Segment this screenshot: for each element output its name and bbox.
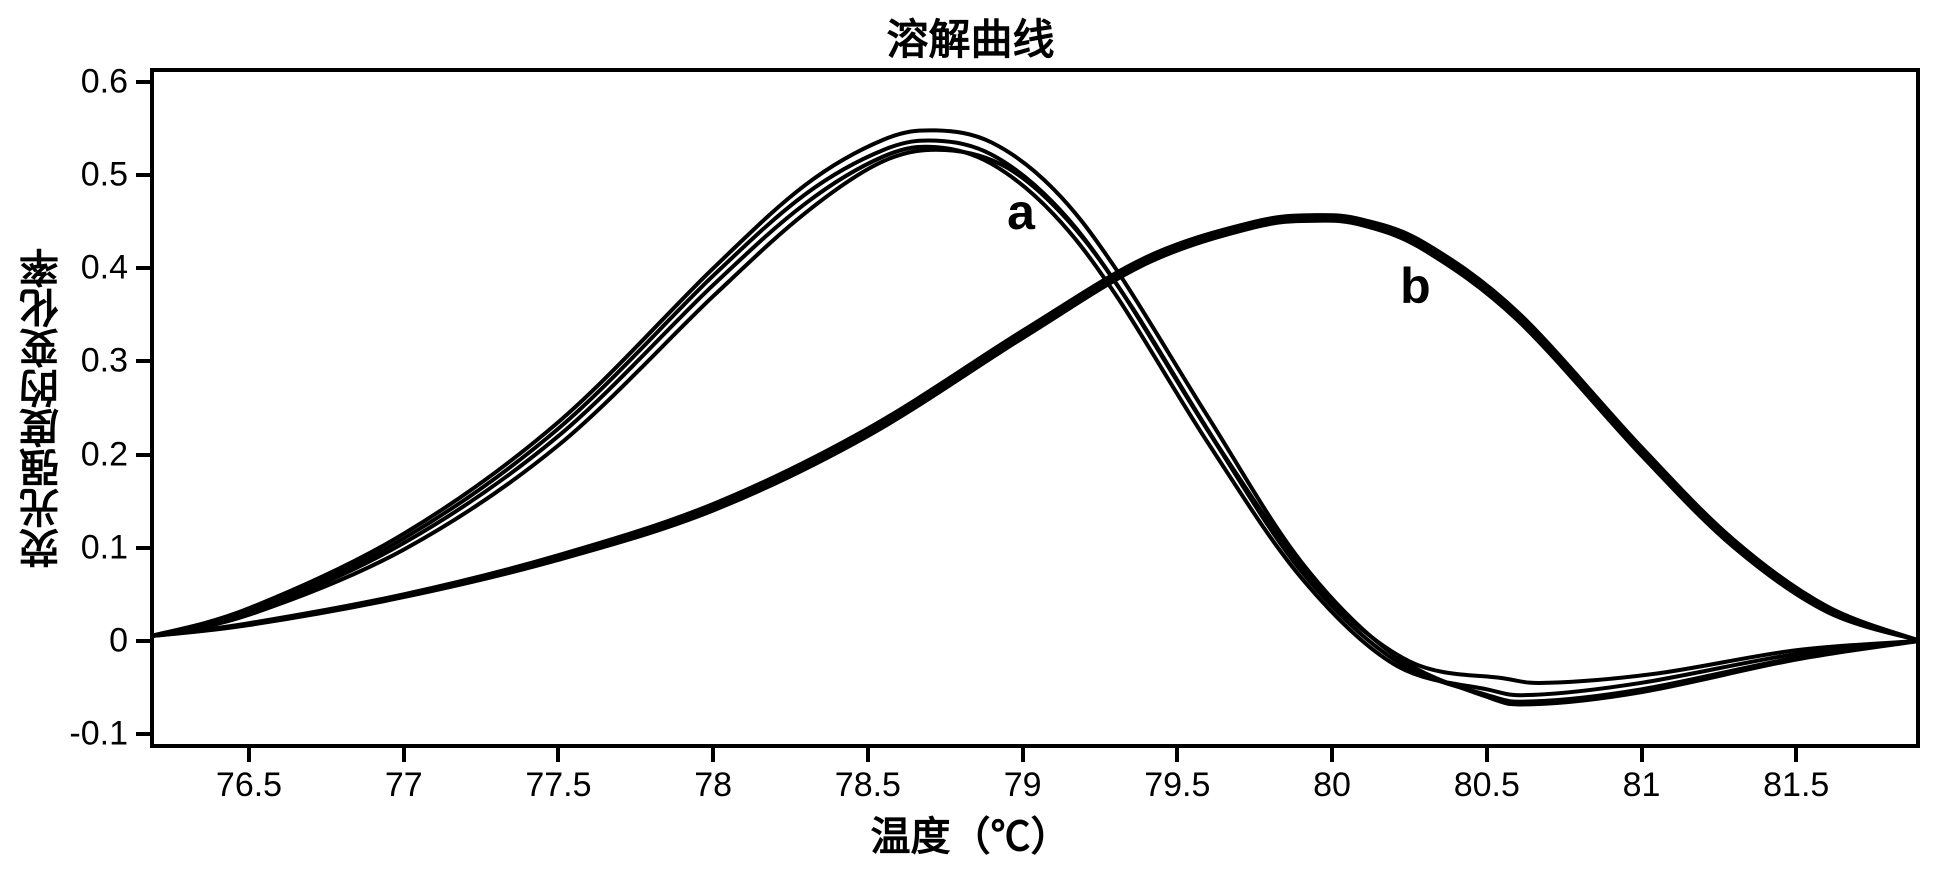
xtick-label: 81.5 xyxy=(1763,766,1829,805)
curves-svg xyxy=(0,0,1941,873)
xtick-label: 78.5 xyxy=(835,766,901,805)
xtick xyxy=(1330,748,1334,762)
ytick xyxy=(136,639,150,643)
xtick xyxy=(556,748,560,762)
series-label-a: a xyxy=(1007,183,1035,241)
xtick xyxy=(711,748,715,762)
xtick xyxy=(402,748,406,762)
xtick-label: 81 xyxy=(1623,766,1661,805)
xtick-label: 80.5 xyxy=(1454,766,1520,805)
curve-b xyxy=(150,219,1920,641)
ytick-label: 0.2 xyxy=(81,435,128,474)
ytick-label: 0.1 xyxy=(81,528,128,567)
curve-a xyxy=(150,130,1920,704)
curve-b xyxy=(150,215,1920,641)
xtick-label: 79 xyxy=(1004,766,1042,805)
curve-a xyxy=(150,147,1920,695)
chart-container: 溶解曲线 荧光强度的变化率 温度（℃） 76.57777.57878.57979… xyxy=(0,0,1941,873)
series-label-b: b xyxy=(1400,257,1431,315)
xtick xyxy=(1485,748,1489,762)
ytick-label: 0.3 xyxy=(81,342,128,381)
ytick-label: 0.4 xyxy=(81,249,128,288)
xtick xyxy=(247,748,251,762)
xtick-label: 80 xyxy=(1313,766,1351,805)
xtick xyxy=(1175,748,1179,762)
ytick xyxy=(136,80,150,84)
ytick xyxy=(136,266,150,270)
ytick-label: 0.5 xyxy=(81,156,128,195)
xtick-label: 77 xyxy=(385,766,423,805)
xtick xyxy=(1021,748,1025,762)
ytick-label: 0.6 xyxy=(81,62,128,101)
curve-b xyxy=(150,221,1920,641)
xtick-label: 78 xyxy=(694,766,732,805)
ytick xyxy=(136,173,150,177)
ytick xyxy=(136,546,150,550)
xtick xyxy=(866,748,870,762)
curve-a xyxy=(150,150,1920,683)
curve-b xyxy=(150,217,1920,641)
ytick xyxy=(136,359,150,363)
ytick xyxy=(136,732,150,736)
curve-a xyxy=(150,140,1920,701)
ytick-label: -0.1 xyxy=(69,715,128,754)
xtick-label: 79.5 xyxy=(1144,766,1210,805)
ytick xyxy=(136,453,150,457)
ytick-label: 0 xyxy=(109,621,128,660)
xtick xyxy=(1794,748,1798,762)
xtick-label: 77.5 xyxy=(525,766,591,805)
x-axis-label: 温度（℃） xyxy=(0,804,1941,862)
xtick xyxy=(1640,748,1644,762)
xtick-label: 76.5 xyxy=(216,766,282,805)
